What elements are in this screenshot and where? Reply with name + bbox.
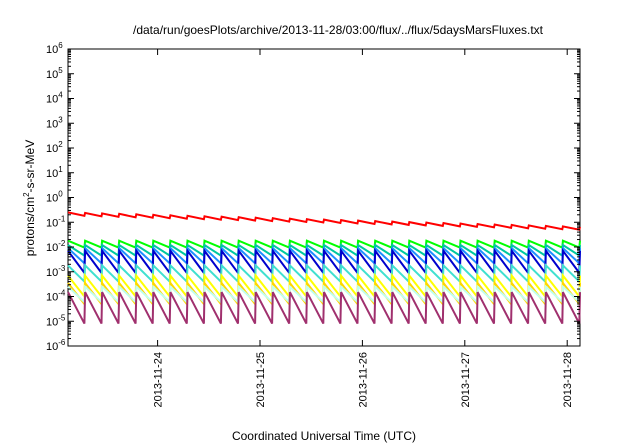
series-line-1 — [67, 211, 581, 231]
y-axis-title: protons/cm2-s-sr-MeV — [22, 140, 37, 256]
y-tick-label: 10-1 — [46, 214, 66, 229]
y-tick-label: 10-3 — [46, 264, 66, 279]
series-group — [67, 211, 581, 325]
x-tick-label: 2013-11-28 — [562, 352, 574, 407]
y-axis-title-suffix: -s-sr-MeV — [23, 140, 37, 193]
chart-title: /data/run/goesPlots/archive/2013-11-28/0… — [133, 23, 544, 37]
x-tick-label: 2013-11-27 — [460, 352, 472, 407]
y-tick-label: 10-5 — [46, 313, 66, 328]
series-line-3 — [67, 243, 581, 258]
y-tick-label: 10-4 — [46, 289, 66, 304]
y-tick-label: 104 — [46, 91, 63, 106]
y-tick-label: 106 — [46, 41, 63, 56]
series-line-6 — [67, 263, 581, 284]
x-axis-ticks: 2013-11-24 2013-11-25 2013-11-26 2013-11-27… — [153, 49, 574, 407]
y-tick-label: 10-6 — [46, 338, 66, 353]
y-tick-label: 10-2 — [46, 239, 66, 254]
y-tick-label: 101 — [46, 165, 63, 180]
x-tick-label: 2013-11-26 — [357, 352, 369, 407]
x-axis-title: Coordinated Universal Time (UTC) — [232, 429, 416, 443]
y-tick-label: 103 — [46, 115, 63, 130]
x-tick-label: 2013-11-25 — [255, 352, 267, 407]
plot-area: 10-6 10-5 10-4 10-3 10-2 10-1 100 101 102 103 104 1… — [46, 41, 581, 407]
y-axis-title-prefix: protons/cm — [23, 197, 37, 256]
y-tick-label: 102 — [46, 140, 63, 155]
series-line-9 — [67, 284, 581, 305]
series-line-2 — [67, 239, 581, 250]
y-axis-ticks: 10-6 10-5 10-4 10-3 10-2 10-1 100 101 102 103 104 1… — [46, 41, 580, 353]
series-line-10 — [67, 291, 581, 325]
series-line-7 — [67, 272, 581, 300]
series-line-4 — [67, 245, 581, 266]
series-line-8 — [67, 280, 581, 307]
y-tick-label: 100 — [46, 190, 63, 205]
y-tick-label: 105 — [46, 66, 63, 81]
x-tick-label: 2013-11-24 — [153, 352, 165, 407]
y-axis-title-superscript: 2 — [22, 192, 31, 197]
series-line-5 — [67, 247, 581, 276]
